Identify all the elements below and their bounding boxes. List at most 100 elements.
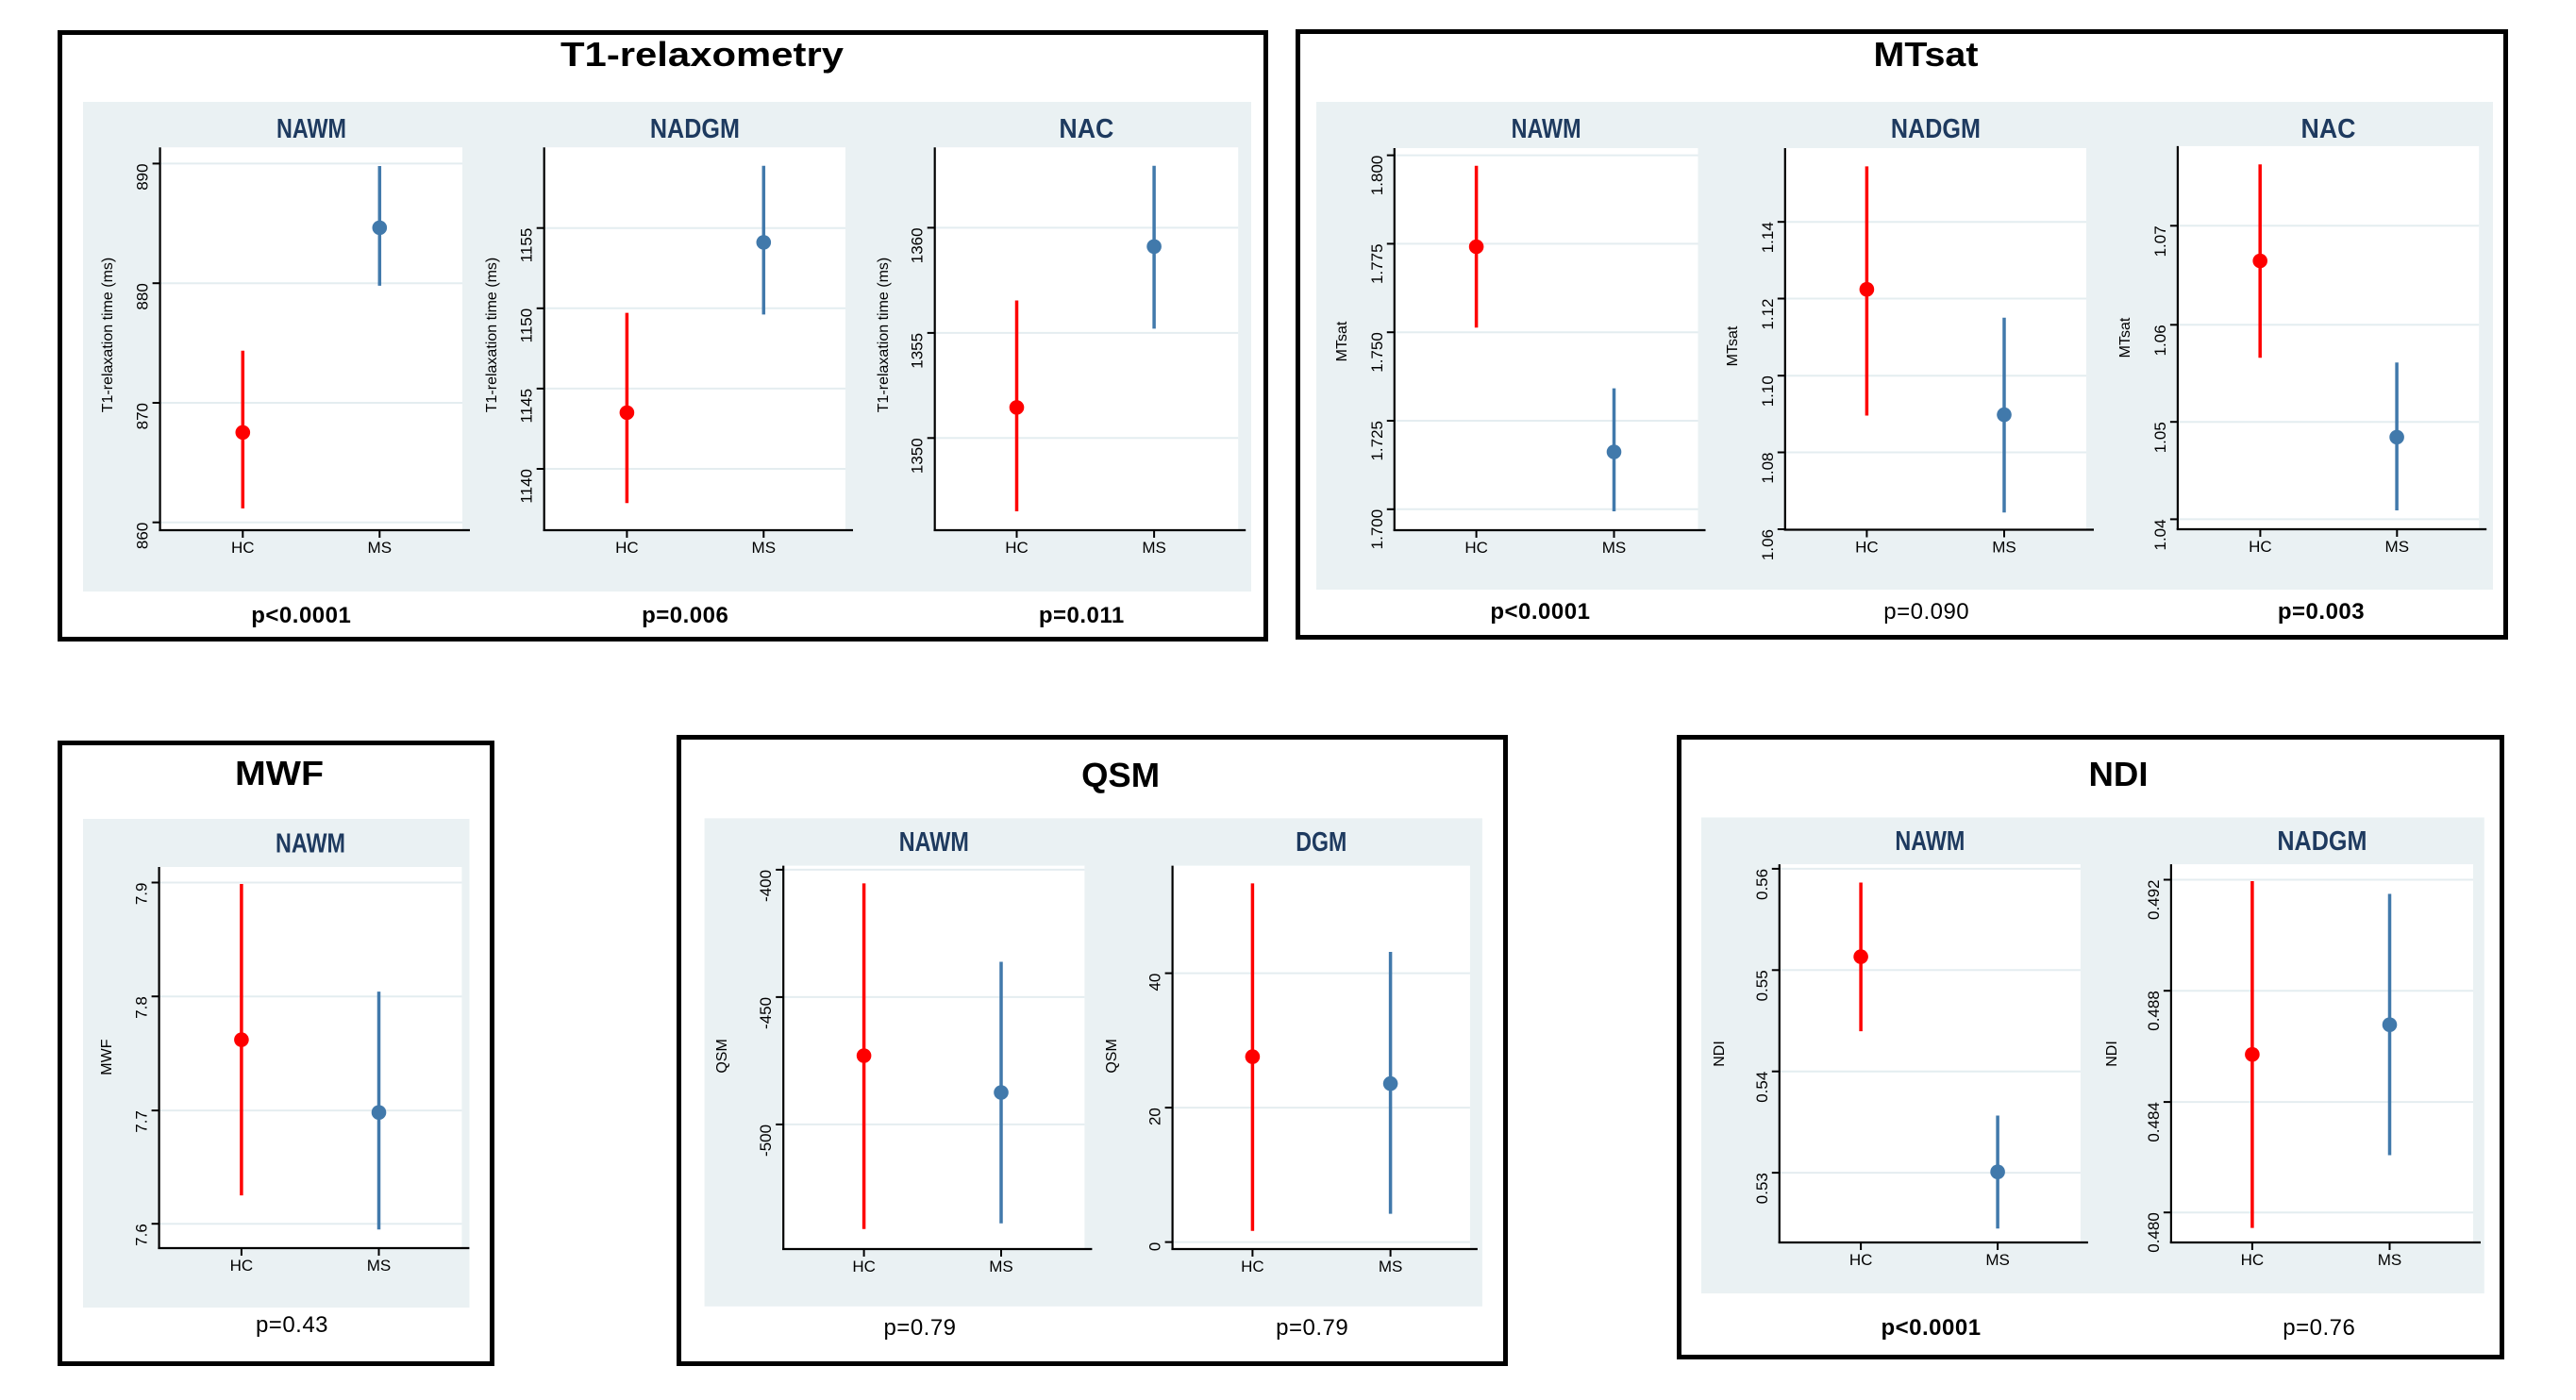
svg-text:MTsat: MTsat bbox=[2117, 317, 2133, 358]
svg-text:HC: HC bbox=[1855, 539, 1879, 557]
svg-text:40: 40 bbox=[1146, 974, 1164, 992]
svg-text:p=0.090: p=0.090 bbox=[1883, 599, 1969, 625]
svg-text:NADGM: NADGM bbox=[2277, 826, 2367, 857]
svg-text:DGM: DGM bbox=[1296, 827, 1347, 858]
svg-text:1.08: 1.08 bbox=[1759, 453, 1777, 484]
svg-text:0.53: 0.53 bbox=[1753, 1173, 1771, 1204]
svg-text:0.480: 0.480 bbox=[2145, 1212, 2163, 1253]
svg-text:860: 860 bbox=[134, 523, 152, 549]
svg-text:1.775: 1.775 bbox=[1368, 243, 1386, 284]
svg-text:QSM: QSM bbox=[1104, 1039, 1120, 1073]
svg-text:1.06: 1.06 bbox=[1759, 529, 1777, 560]
svg-text:1150: 1150 bbox=[518, 308, 536, 343]
svg-text:1.06: 1.06 bbox=[2151, 325, 2169, 356]
svg-text:p=0.003: p=0.003 bbox=[2278, 599, 2365, 625]
svg-text:HC: HC bbox=[615, 539, 639, 557]
svg-text:HC: HC bbox=[852, 1258, 876, 1275]
svg-text:1.07: 1.07 bbox=[2151, 225, 2169, 257]
svg-text:HC: HC bbox=[1464, 539, 1488, 557]
svg-text:0.484: 0.484 bbox=[2145, 1102, 2163, 1142]
svg-text:HC: HC bbox=[2249, 538, 2272, 556]
svg-text:1.725: 1.725 bbox=[1368, 421, 1386, 461]
svg-text:1140: 1140 bbox=[518, 469, 536, 504]
svg-text:p<0.0001: p<0.0001 bbox=[1881, 1315, 1981, 1341]
svg-text:NDI: NDI bbox=[2089, 755, 2149, 793]
svg-text:MS: MS bbox=[1142, 539, 1166, 557]
svg-text:-400: -400 bbox=[757, 870, 775, 902]
svg-text:NAWM: NAWM bbox=[1895, 826, 1965, 857]
svg-text:p<0.0001: p<0.0001 bbox=[251, 603, 351, 628]
svg-text:0.488: 0.488 bbox=[2145, 991, 2163, 1031]
svg-text:-450: -450 bbox=[757, 997, 775, 1029]
svg-text:1.12: 1.12 bbox=[1759, 299, 1777, 330]
svg-text:NAWM: NAWM bbox=[276, 829, 345, 859]
svg-text:1355: 1355 bbox=[909, 333, 927, 369]
svg-text:MTsat: MTsat bbox=[1334, 321, 1350, 361]
svg-text:890: 890 bbox=[134, 163, 152, 190]
svg-text:MWF: MWF bbox=[235, 754, 324, 792]
svg-text:HC: HC bbox=[2241, 1251, 2265, 1269]
svg-text:1155: 1155 bbox=[518, 228, 536, 263]
svg-text:NAC: NAC bbox=[2301, 114, 2356, 144]
svg-text:MS: MS bbox=[1992, 539, 2016, 557]
svg-text:NAWM: NAWM bbox=[276, 114, 346, 144]
svg-text:MS: MS bbox=[1985, 1251, 2010, 1269]
svg-text:MS: MS bbox=[2385, 538, 2410, 556]
svg-text:MS: MS bbox=[367, 1257, 392, 1275]
svg-text:p<0.0001: p<0.0001 bbox=[1490, 599, 1590, 625]
svg-text:7.6: 7.6 bbox=[133, 1224, 151, 1246]
svg-text:1.10: 1.10 bbox=[1759, 375, 1777, 407]
svg-text:7.9: 7.9 bbox=[133, 883, 151, 906]
svg-text:T1-relaxation time (ms): T1-relaxation time (ms) bbox=[484, 258, 500, 412]
svg-text:1350: 1350 bbox=[909, 438, 927, 474]
svg-text:MS: MS bbox=[1602, 539, 1627, 557]
svg-text:MS: MS bbox=[752, 539, 777, 557]
svg-text:NADGM: NADGM bbox=[1891, 114, 1981, 144]
svg-text:7.8: 7.8 bbox=[133, 996, 151, 1019]
svg-text:MS: MS bbox=[1379, 1258, 1403, 1275]
svg-text:MS: MS bbox=[989, 1258, 1013, 1275]
svg-text:0.492: 0.492 bbox=[2145, 880, 2163, 921]
svg-text:HC: HC bbox=[1005, 539, 1029, 557]
svg-text:0.54: 0.54 bbox=[1753, 1072, 1771, 1103]
svg-text:p=0.006: p=0.006 bbox=[642, 603, 728, 628]
svg-text:NAWM: NAWM bbox=[899, 827, 969, 858]
svg-text:HC: HC bbox=[230, 1257, 254, 1275]
svg-text:1.05: 1.05 bbox=[2151, 422, 2169, 453]
svg-text:1145: 1145 bbox=[518, 389, 536, 424]
svg-text:870: 870 bbox=[134, 403, 152, 429]
svg-text:NDI: NDI bbox=[1712, 1041, 1728, 1067]
svg-text:T1-relaxation time (ms): T1-relaxation time (ms) bbox=[100, 258, 116, 412]
svg-text:MTsat: MTsat bbox=[1874, 35, 1979, 74]
svg-text:1.04: 1.04 bbox=[2151, 519, 2169, 550]
svg-text:HC: HC bbox=[231, 539, 255, 557]
svg-text:p=0.011: p=0.011 bbox=[1039, 603, 1125, 628]
svg-text:1.14: 1.14 bbox=[1759, 222, 1777, 253]
svg-text:QSM: QSM bbox=[1081, 756, 1160, 794]
svg-text:T1-relaxometry: T1-relaxometry bbox=[560, 35, 844, 74]
svg-text:0: 0 bbox=[1146, 1242, 1164, 1251]
svg-text:MS: MS bbox=[2378, 1251, 2402, 1269]
svg-text:p=0.76: p=0.76 bbox=[2283, 1315, 2355, 1341]
svg-text:QSM: QSM bbox=[714, 1039, 730, 1073]
svg-text:0.55: 0.55 bbox=[1753, 970, 1771, 1001]
svg-text:-500: -500 bbox=[757, 1125, 775, 1157]
svg-text:20: 20 bbox=[1146, 1108, 1164, 1125]
svg-text:p=0.43: p=0.43 bbox=[256, 1312, 328, 1338]
svg-text:HC: HC bbox=[1849, 1251, 1873, 1269]
svg-text:NAC: NAC bbox=[1059, 114, 1113, 144]
svg-text:880: 880 bbox=[134, 283, 152, 309]
svg-text:NDI: NDI bbox=[2104, 1041, 2120, 1067]
svg-text:p=0.79: p=0.79 bbox=[883, 1315, 956, 1341]
svg-text:1.800: 1.800 bbox=[1368, 156, 1386, 196]
svg-text:1360: 1360 bbox=[909, 227, 927, 263]
svg-text:1.750: 1.750 bbox=[1368, 332, 1386, 373]
svg-text:0.56: 0.56 bbox=[1753, 869, 1771, 900]
svg-text:NAWM: NAWM bbox=[1512, 114, 1581, 144]
svg-text:MTsat: MTsat bbox=[1725, 325, 1741, 366]
svg-text:HC: HC bbox=[1241, 1258, 1264, 1275]
svg-text:T1-relaxation time (ms): T1-relaxation time (ms) bbox=[876, 258, 892, 412]
svg-text:p=0.79: p=0.79 bbox=[1276, 1315, 1348, 1341]
svg-text:1.700: 1.700 bbox=[1368, 509, 1386, 550]
svg-text:MWF: MWF bbox=[99, 1039, 115, 1075]
